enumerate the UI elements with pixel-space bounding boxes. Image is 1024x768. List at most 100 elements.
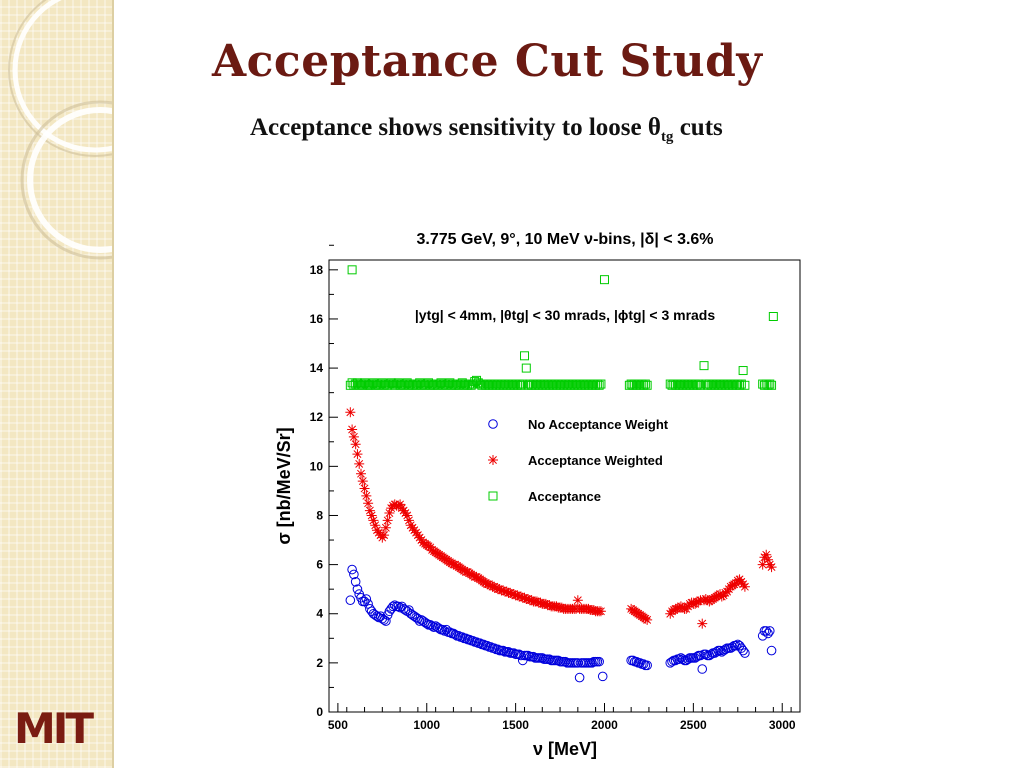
mit-logo: MIT (14, 708, 94, 750)
x-tick-label: 1500 (502, 718, 529, 732)
data-point (767, 380, 777, 390)
y-tick-label: 18 (310, 263, 324, 277)
data-point (768, 312, 778, 321)
x-tick-label: 2000 (591, 718, 618, 732)
x-tick-label: 3000 (769, 718, 796, 732)
x-axis: 500 1000 1500 2000 2500 3000 (328, 703, 796, 732)
data-point (521, 363, 531, 373)
data-point (765, 379, 775, 389)
y-tick-label: 14 (310, 361, 324, 375)
data-point (597, 671, 608, 682)
data-point (731, 640, 741, 651)
data-point (379, 615, 389, 625)
data-point (766, 645, 777, 656)
data-point (599, 275, 609, 285)
legend: No Acceptance Weight Acceptance Weighted A… (488, 417, 669, 504)
data-point (516, 380, 526, 390)
data-point (403, 515, 414, 526)
data-point (368, 515, 379, 526)
data-point (574, 672, 585, 683)
data-point (366, 606, 377, 617)
data-point (347, 265, 357, 275)
data-point (732, 639, 743, 650)
data-point (384, 606, 395, 617)
data-point (382, 515, 393, 526)
plot-frame (328, 259, 801, 713)
data-point (596, 379, 606, 389)
data-point (520, 351, 530, 361)
data-point (764, 626, 775, 636)
x-tick-label: 1000 (413, 718, 440, 732)
ring (27, 107, 112, 253)
data-point (380, 522, 391, 533)
data-point (352, 584, 363, 594)
data-point (437, 624, 448, 635)
x-axis-label: ν [MeV] (533, 739, 597, 759)
legend-marker (488, 455, 498, 465)
data-point (763, 554, 774, 565)
data-point (361, 490, 372, 501)
data-point (350, 577, 361, 587)
series-layer (345, 265, 778, 683)
data-point (594, 380, 604, 390)
data-point (347, 564, 357, 575)
y-tick-label: 4 (316, 607, 323, 621)
scatter-chart: 3.775 GeV, 9°, 10 MeV ν-bins, |δ| < 3.6%… (274, 231, 801, 759)
data-point (766, 562, 777, 573)
y-tick-label: 8 (316, 508, 323, 522)
data-point (642, 380, 652, 390)
data-point (381, 616, 391, 626)
data-point (736, 643, 747, 653)
data-point (694, 379, 704, 389)
data-point (370, 520, 381, 531)
data-point (757, 559, 768, 570)
x-tick-label: 2500 (680, 718, 707, 732)
data-point (734, 640, 745, 651)
data-point (699, 361, 709, 371)
data-point (364, 505, 375, 516)
slide-subtitle: Acceptance shows sensitivity to loose θt… (250, 114, 723, 146)
x-tick-label: 500 (328, 718, 348, 732)
chart-container: 3.775 GeV, 9°, 10 MeV ν-bins, |δ| < 3.6%… (270, 210, 815, 765)
data-point (350, 439, 361, 450)
data-point (414, 616, 425, 626)
data-point (735, 380, 745, 390)
data-point (738, 366, 748, 376)
data-point (761, 626, 772, 636)
data-point (763, 628, 773, 639)
data-point (357, 476, 368, 487)
data-point (427, 621, 437, 631)
data-point (349, 569, 359, 580)
legend-marker (488, 419, 498, 429)
data-point (518, 379, 528, 389)
data-point (761, 549, 772, 560)
y-tick-label: 6 (316, 558, 323, 572)
data-point (354, 458, 365, 469)
data-point (345, 407, 356, 418)
series-circle (345, 564, 777, 683)
data-point (642, 614, 653, 625)
data-point (715, 645, 725, 656)
data-point (347, 424, 358, 435)
data-point (365, 604, 375, 614)
logo-text: MIT (14, 704, 94, 753)
data-point (348, 431, 359, 442)
data-point (384, 508, 395, 519)
data-point (695, 380, 705, 390)
subtitle-text-end: cuts (673, 114, 723, 141)
legend-entry: Acceptance (528, 489, 601, 504)
legend-entry: No Acceptance Weight (528, 417, 669, 432)
data-point (697, 664, 708, 674)
legend-entry: Acceptance Weighted (528, 453, 663, 468)
y-tick-label: 2 (316, 656, 323, 670)
data-point (642, 660, 652, 671)
y-tick-label: 16 (310, 312, 324, 326)
subtitle-text: Acceptance shows sensitivity to loose θ (250, 114, 661, 141)
data-point (395, 499, 406, 510)
ring (20, 100, 112, 260)
data-point (740, 380, 750, 390)
data-point (697, 618, 708, 629)
data-point (739, 581, 750, 592)
data-point (594, 656, 604, 667)
chart-title: 3.775 GeV, 9°, 10 MeV ν-bins, |δ| < 3.6% (416, 231, 713, 248)
